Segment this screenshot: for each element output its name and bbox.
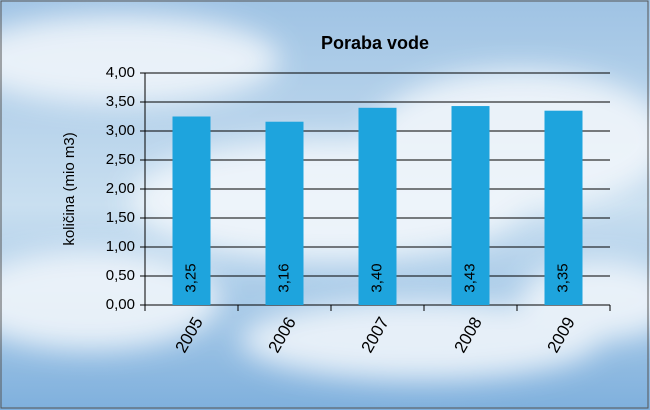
y-tick-label: 0,50 [106, 267, 135, 284]
y-axis-label: količina (mio m3) [61, 132, 78, 245]
y-tick-label: 1,50 [106, 209, 135, 226]
chart: Poraba vode količina (mio m3) 0,00 0,50 1,… [0, 0, 650, 410]
value-label: 3,25 [182, 263, 199, 292]
y-tick-label: 4,00 [106, 64, 135, 81]
value-label: 3,43 [461, 263, 478, 292]
value-label: 3,16 [275, 263, 292, 292]
y-tick-label: 2,00 [106, 180, 135, 197]
chart-title: Poraba vode [321, 33, 429, 53]
value-label: 3,40 [368, 263, 385, 292]
value-label: 3,35 [554, 263, 571, 292]
y-tick-label: 1,00 [106, 238, 135, 255]
y-tick-label: 2,50 [106, 151, 135, 168]
y-tick-label: 0,00 [106, 296, 135, 313]
y-tick-label: 3,00 [106, 122, 135, 139]
y-tick-label: 3,50 [106, 93, 135, 110]
